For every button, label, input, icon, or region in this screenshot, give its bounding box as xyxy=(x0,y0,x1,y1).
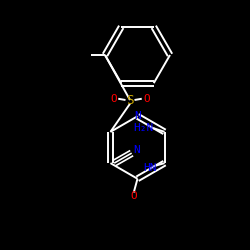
Text: N: N xyxy=(133,145,140,155)
Text: H₂N: H₂N xyxy=(133,123,154,133)
Text: O: O xyxy=(130,191,137,201)
Text: HN: HN xyxy=(143,163,156,173)
Text: O: O xyxy=(143,94,150,104)
Text: O: O xyxy=(110,94,117,104)
Text: S: S xyxy=(126,94,134,106)
Text: N: N xyxy=(134,111,141,121)
